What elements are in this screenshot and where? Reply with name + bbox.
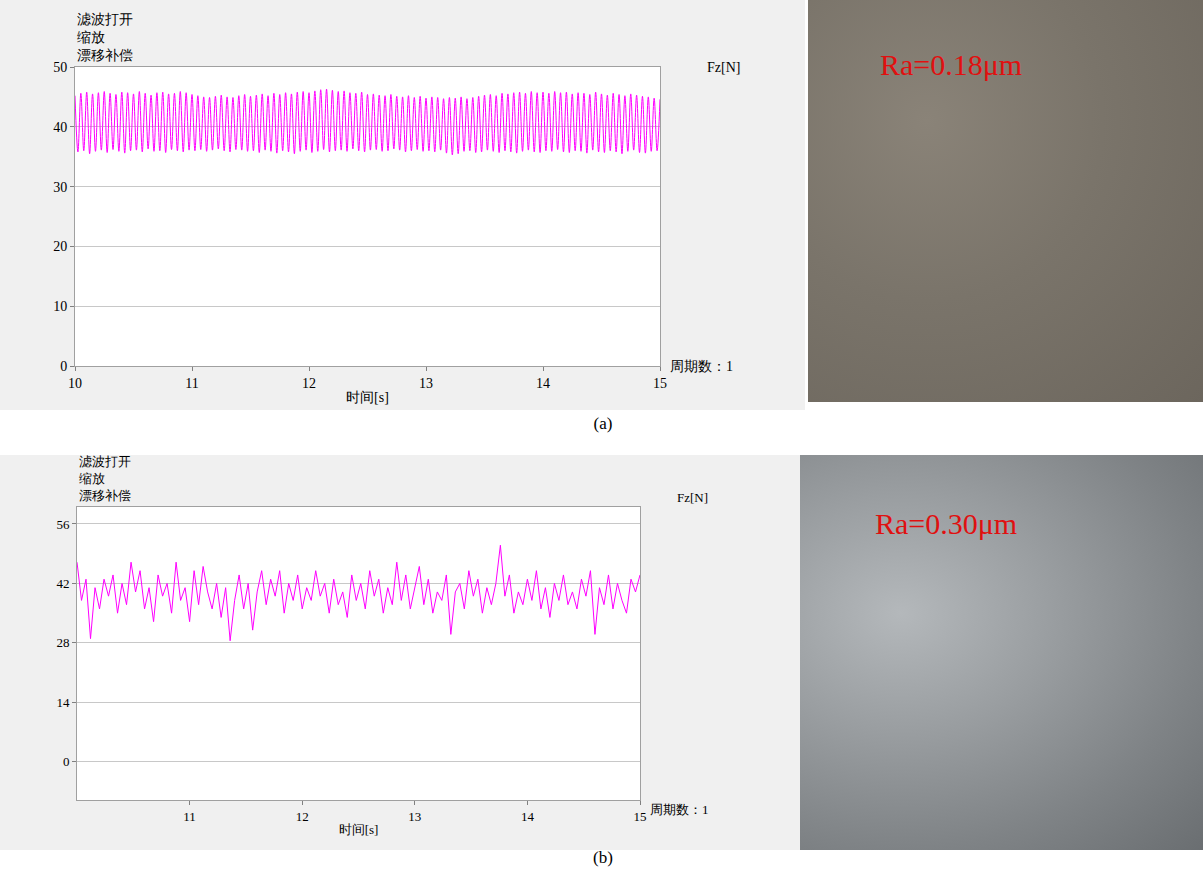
svg-text:时间[s]: 时间[s] <box>346 390 389 405</box>
svg-text:14: 14 <box>56 695 70 710</box>
svg-text:11: 11 <box>183 809 196 824</box>
svg-text:40: 40 <box>53 120 67 135</box>
html-text:(b): (b) <box>593 848 613 867</box>
svg-text:20: 20 <box>53 239 67 254</box>
svg-text:13: 13 <box>419 376 433 391</box>
svg-text:10: 10 <box>53 299 67 314</box>
svg-text:13: 13 <box>408 809 421 824</box>
svg-text:0: 0 <box>63 754 70 769</box>
svg-text:50: 50 <box>53 60 67 75</box>
svg-text:0: 0 <box>60 359 67 374</box>
html-text:(a): (a) <box>593 414 613 433</box>
svg-text:Fz[N]: Fz[N] <box>707 60 740 75</box>
html-text:Ra=0.18μm: Ra=0.18μm <box>880 48 1023 81</box>
svg-text:滤波打开缩放漂移补偿: 滤波打开缩放漂移补偿 <box>77 12 133 63</box>
svg-text:28: 28 <box>56 635 69 650</box>
svg-text:56: 56 <box>56 517 70 532</box>
svg-text:周期数：1: 周期数：1 <box>670 359 733 374</box>
svg-text:11: 11 <box>185 376 198 391</box>
svg-text:周期数：1: 周期数：1 <box>650 802 709 817</box>
svg-text:12: 12 <box>302 376 316 391</box>
svg-text:Fz[N]: Fz[N] <box>677 490 708 505</box>
svg-text:14: 14 <box>536 376 550 391</box>
svg-text:15: 15 <box>653 376 667 391</box>
svg-text:30: 30 <box>53 180 67 195</box>
html-text:Ra=0.30μm: Ra=0.30μm <box>875 507 1018 540</box>
svg-text:42: 42 <box>56 576 69 591</box>
svg-text:15: 15 <box>634 809 647 824</box>
svg-text:10: 10 <box>68 376 82 391</box>
svg-text:时间[s]: 时间[s] <box>339 822 379 837</box>
svg-text:14: 14 <box>521 809 535 824</box>
svg-text:滤波打开缩放漂移补偿: 滤波打开缩放漂移补偿 <box>79 455 131 503</box>
svg-text:12: 12 <box>296 809 309 824</box>
